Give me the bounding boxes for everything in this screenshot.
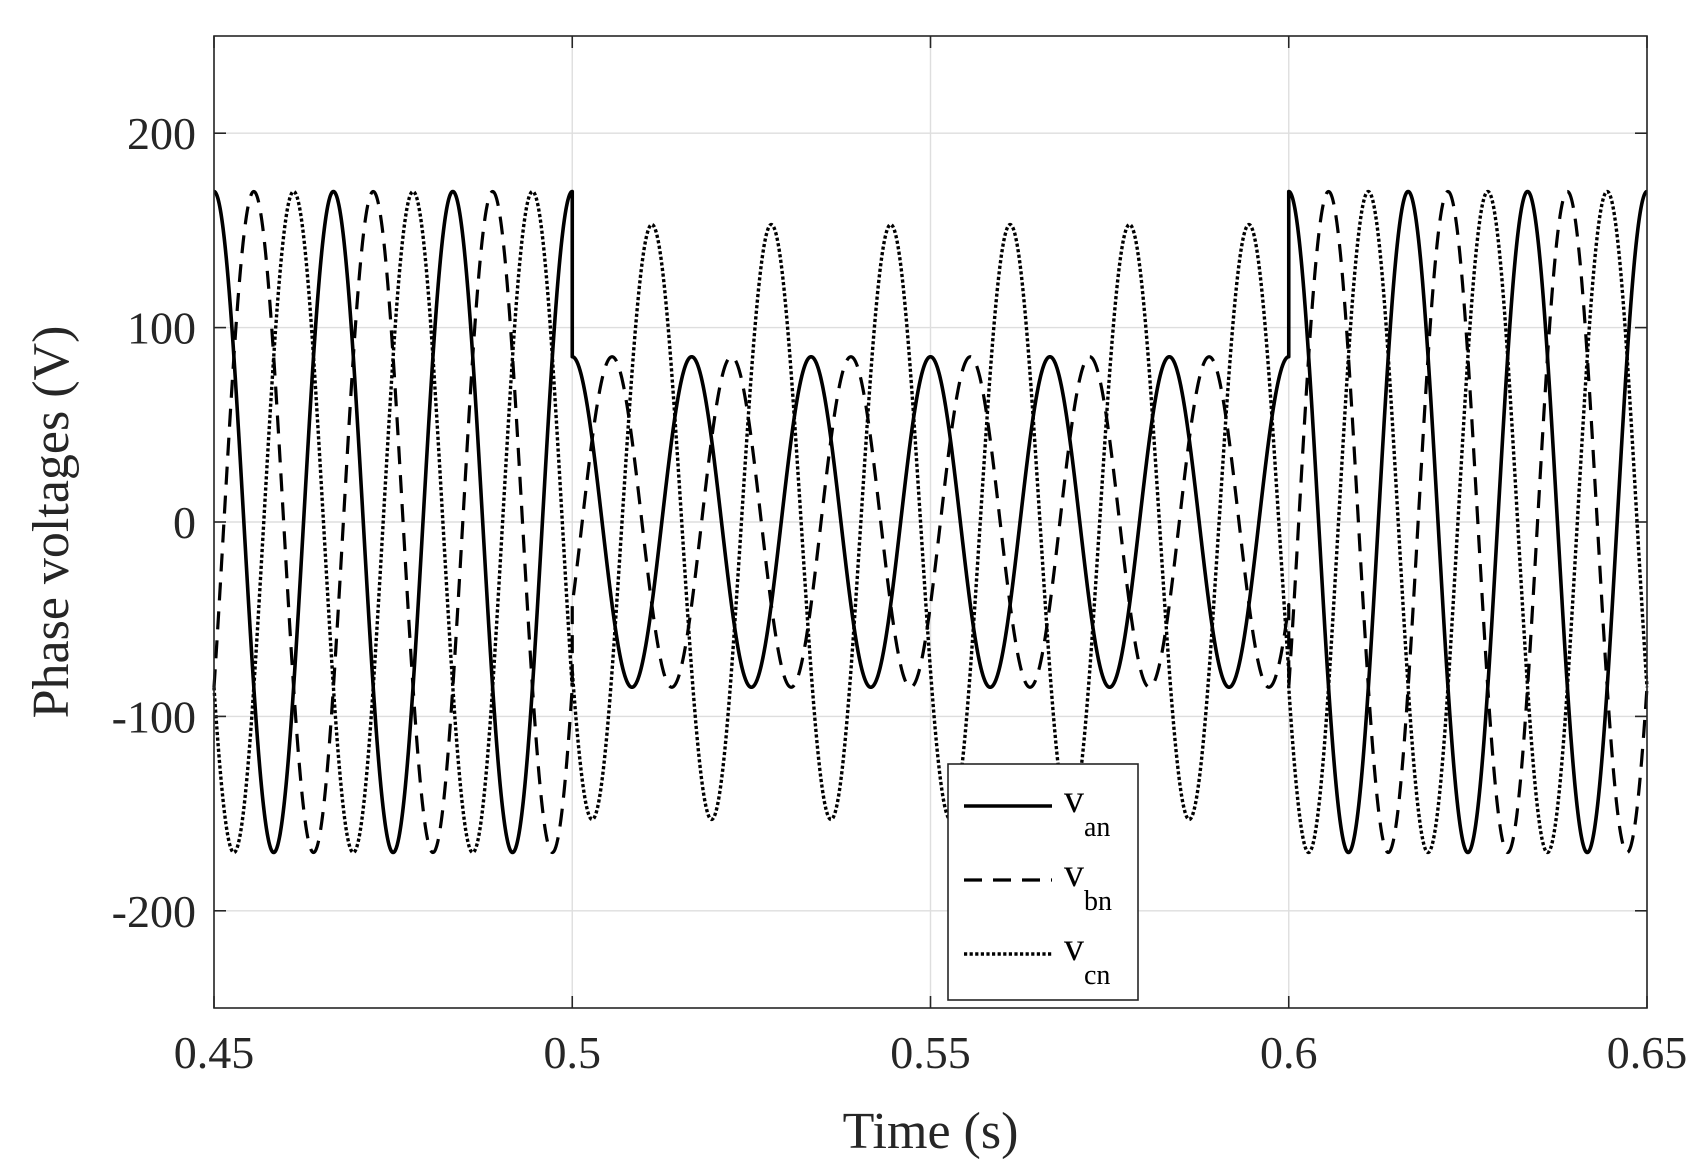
legend-label-vbn: v xyxy=(1064,850,1084,895)
x-axis-label: Time (s) xyxy=(843,1103,1019,1160)
x-tick-labels: 0.45 0.5 0.55 0.6 0.65 xyxy=(174,1027,1688,1078)
y-axis-label: Phase voltages (V) xyxy=(23,326,80,719)
legend-subscript-cn: cn xyxy=(1084,960,1110,991)
legend-box xyxy=(947,763,1139,1001)
y-tick-label-3: 100 xyxy=(127,303,196,354)
ticks xyxy=(213,36,1648,1008)
legend-label-van: v xyxy=(1064,776,1084,821)
y-tick-label-0: -200 xyxy=(112,886,196,937)
y-tick-label-2: 0 xyxy=(173,497,196,548)
y-tick-label-1: -100 xyxy=(112,691,196,742)
y-tick-label-4: 200 xyxy=(127,108,196,159)
x-tick-label-4: 0.65 xyxy=(1607,1027,1688,1078)
legend-label-vcn: v xyxy=(1064,924,1084,969)
legend-subscript-an: an xyxy=(1084,812,1110,843)
x-tick-label-3: 0.6 xyxy=(1260,1027,1318,1078)
legend-subscript-bn: bn xyxy=(1084,886,1112,917)
series-line-vcn xyxy=(212,189,1649,855)
x-tick-label-0: 0.45 xyxy=(174,1027,255,1078)
x-tick-label-1: 0.5 xyxy=(544,1027,602,1078)
y-tick-labels: -200 -100 0 100 200 xyxy=(112,108,196,937)
x-tick-label-2: 0.55 xyxy=(890,1027,971,1078)
plot-lines xyxy=(212,189,1649,855)
series-line-van xyxy=(212,189,1649,855)
